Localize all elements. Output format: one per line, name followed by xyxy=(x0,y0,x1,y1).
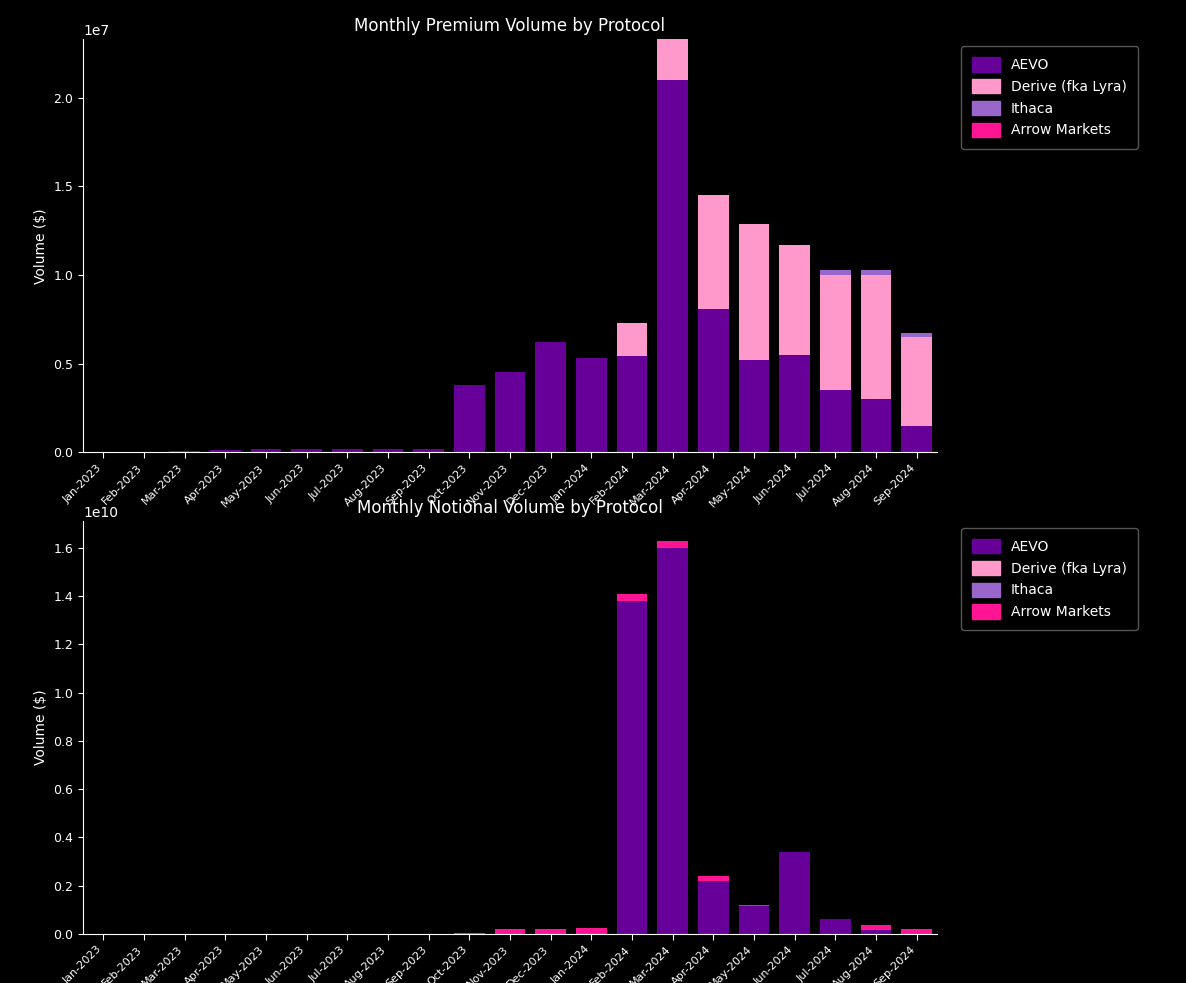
Bar xyxy=(739,905,770,906)
Bar xyxy=(250,448,281,452)
Bar xyxy=(372,448,403,452)
Bar xyxy=(657,548,688,934)
Legend: AEVO, Derive (fka Lyra), Ithaca, Arrow Markets: AEVO, Derive (fka Lyra), Ithaca, Arrow M… xyxy=(961,528,1137,630)
Bar xyxy=(617,601,648,934)
Bar xyxy=(210,449,241,452)
Bar xyxy=(699,881,728,934)
Bar xyxy=(576,928,606,934)
Bar xyxy=(820,390,850,452)
Bar xyxy=(657,80,688,452)
Y-axis label: Volume ($): Volume ($) xyxy=(33,208,47,283)
Bar xyxy=(739,360,770,452)
Bar xyxy=(861,930,891,934)
Bar xyxy=(617,357,648,452)
Bar xyxy=(535,929,566,934)
Bar xyxy=(699,196,728,309)
Legend: AEVO, Derive (fka Lyra), Ithaca, Arrow Markets: AEVO, Derive (fka Lyra), Ithaca, Arrow M… xyxy=(961,46,1137,148)
Bar xyxy=(861,269,891,275)
Bar xyxy=(332,448,363,452)
Y-axis label: Volume ($): Volume ($) xyxy=(33,690,47,765)
Bar xyxy=(454,385,485,452)
Bar xyxy=(414,448,444,452)
Bar xyxy=(861,399,891,452)
Bar xyxy=(292,448,321,452)
Bar xyxy=(699,876,728,881)
Bar xyxy=(657,39,688,80)
Bar xyxy=(901,337,932,426)
Bar xyxy=(861,925,891,930)
Title: Monthly Premium Volume by Protocol: Monthly Premium Volume by Protocol xyxy=(355,17,665,35)
Title: Monthly Notional Volume by Protocol: Monthly Notional Volume by Protocol xyxy=(357,498,663,517)
Bar xyxy=(617,594,648,601)
Bar xyxy=(495,929,525,934)
Bar xyxy=(901,333,932,337)
Bar xyxy=(779,355,810,452)
Bar xyxy=(901,426,932,452)
Bar xyxy=(699,309,728,452)
Bar xyxy=(820,269,850,275)
Bar xyxy=(495,373,525,452)
Bar xyxy=(901,929,932,934)
Bar xyxy=(739,223,770,360)
Bar xyxy=(779,245,810,355)
Bar xyxy=(779,852,810,934)
Bar xyxy=(535,342,566,452)
Bar xyxy=(739,906,770,934)
Bar xyxy=(820,919,850,934)
Bar xyxy=(820,275,850,390)
Bar xyxy=(861,275,891,399)
Bar xyxy=(576,358,606,452)
Bar xyxy=(617,322,648,357)
Bar xyxy=(657,541,688,548)
